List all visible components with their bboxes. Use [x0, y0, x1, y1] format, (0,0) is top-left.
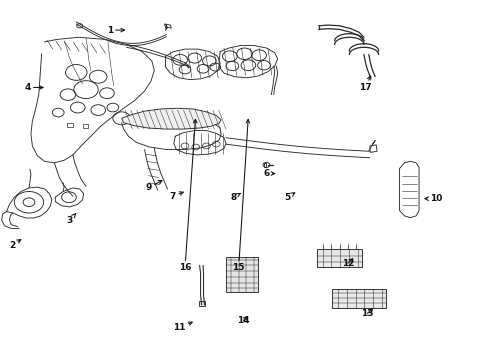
Text: 16: 16 [179, 120, 197, 273]
Text: 5: 5 [284, 193, 294, 202]
Polygon shape [198, 301, 205, 306]
Polygon shape [331, 289, 385, 309]
Text: 7: 7 [169, 192, 183, 201]
Text: 2: 2 [9, 239, 21, 250]
Text: 8: 8 [230, 193, 240, 202]
Text: 17: 17 [358, 76, 371, 92]
Polygon shape [122, 108, 221, 129]
Text: 6: 6 [263, 169, 274, 178]
Text: 13: 13 [361, 309, 373, 318]
Text: 9: 9 [145, 180, 162, 192]
Polygon shape [316, 249, 361, 267]
Text: 10: 10 [424, 194, 441, 203]
Text: 12: 12 [341, 259, 353, 268]
Text: 3: 3 [66, 213, 76, 225]
Text: 11: 11 [173, 322, 192, 332]
Polygon shape [225, 257, 258, 292]
Text: 1: 1 [106, 26, 124, 35]
Text: 4: 4 [24, 83, 43, 92]
Text: 14: 14 [237, 316, 249, 325]
Text: 15: 15 [232, 120, 249, 273]
